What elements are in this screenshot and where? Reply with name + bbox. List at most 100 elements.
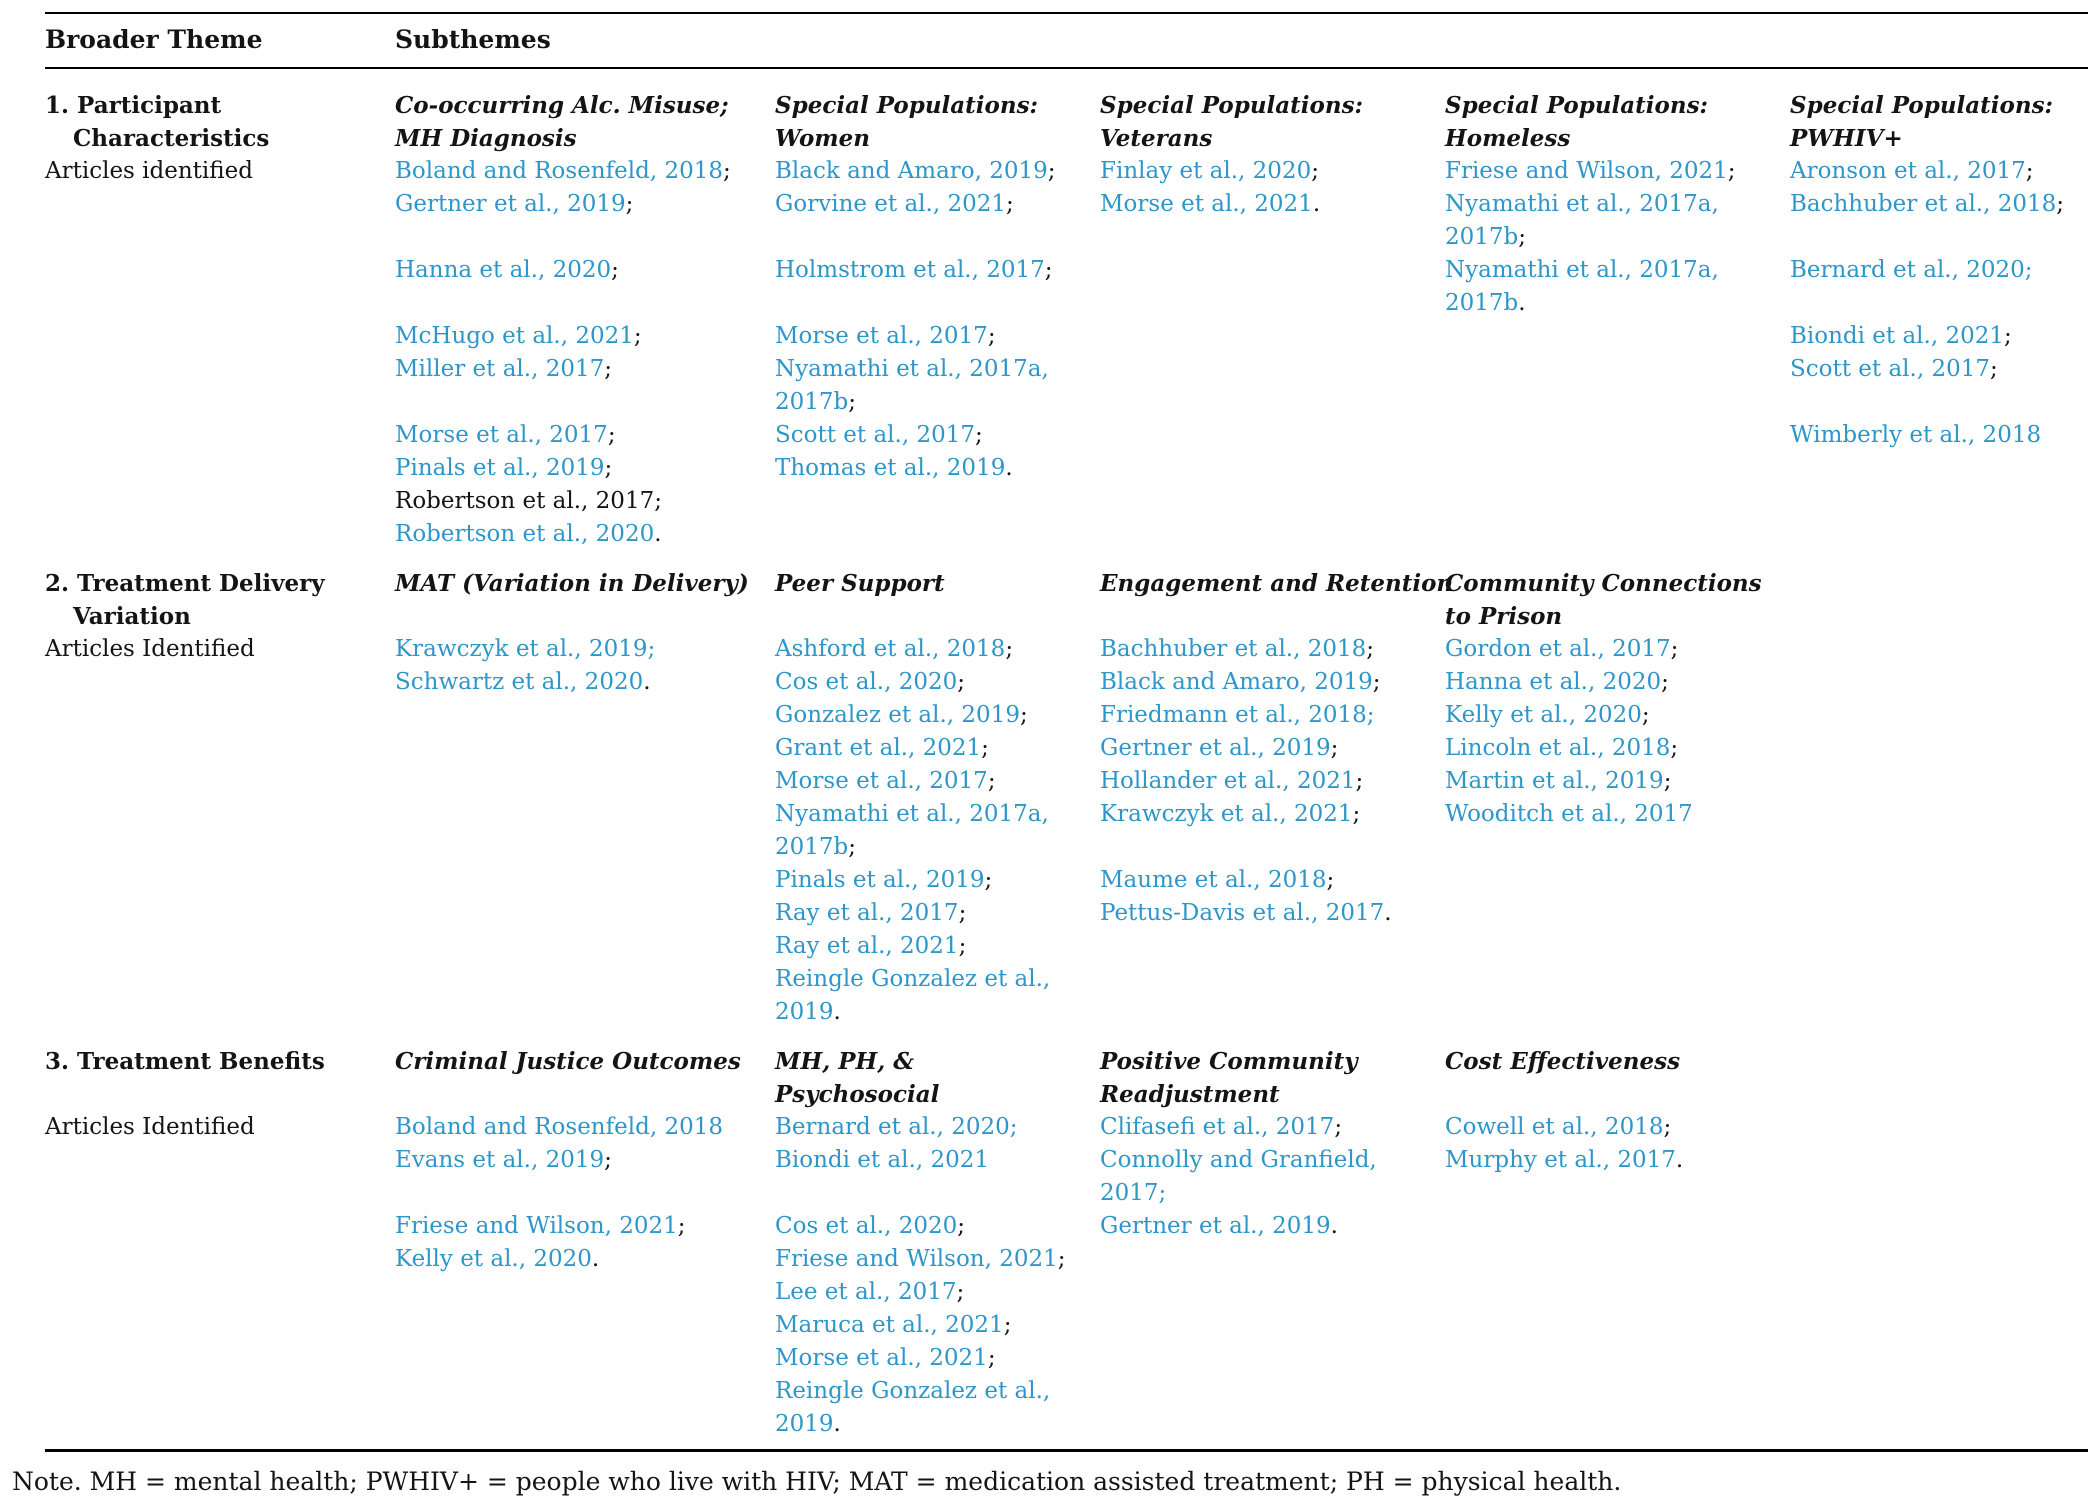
citation-link[interactable]: Friese and Wilson, 2021 <box>775 1246 1058 1272</box>
citation-link[interactable]: Maume et al., 2018 <box>1100 867 1327 893</box>
citation-link[interactable]: Morse et al., 2021 <box>1100 191 1313 217</box>
citation-link[interactable]: Pinals et al., 2019 <box>395 455 605 481</box>
citation-link[interactable]: Holmstrom et al., 2017 <box>775 257 1045 283</box>
citation-link[interactable]: Gorvine et al., 2021 <box>775 191 1006 217</box>
citation-link[interactable]: Wooditch et al., 2017 <box>1445 801 1693 827</box>
citation-link[interactable]: Murphy et al., 2017 <box>1445 1147 1676 1173</box>
citation-link[interactable]: Maruca et al., 2021 <box>775 1312 1004 1338</box>
citation-punctuation: ; <box>1003 1312 1012 1338</box>
citation-link[interactable]: Morse et al., 2021 <box>775 1345 988 1371</box>
citation-link[interactable]: Krawczyk et al., 2021 <box>1100 801 1353 827</box>
citation-link[interactable]: Schwartz et al., 2020 <box>395 669 644 695</box>
citation-link[interactable]: Biondi et al., 2021 <box>1790 323 2005 349</box>
citation-line: Ashford et al., 2018; <box>775 633 1074 666</box>
citation-link[interactable]: Martin et al., 2019 <box>1445 768 1664 794</box>
citation-link[interactable]: Wimberly et al., 2018 <box>1790 422 2042 448</box>
citation-link[interactable]: Morse et al., 2017 <box>775 323 988 349</box>
citation-link[interactable]: Hanna et al., 2020 <box>1445 669 1662 695</box>
citation-link[interactable]: Gordon et al., 2017 <box>1445 636 1671 662</box>
blank-line <box>1100 600 1419 633</box>
citation-line: Morse et al., 2017; <box>775 765 1074 798</box>
citation-link[interactable]: Gertner et al., 2019 <box>1100 1213 1331 1239</box>
citation-link[interactable]: Gertner et al., 2019 <box>1100 735 1331 761</box>
citation-link[interactable]: Bachhuber et al., 2018 <box>1790 191 2057 217</box>
citation-link[interactable]: Scott et al., 2017 <box>775 422 975 448</box>
citation-punctuation: ; <box>974 422 983 448</box>
citation-punctuation: ; <box>1005 636 1014 662</box>
subtheme-title: Special Populations: <box>1100 92 1364 119</box>
citation-punctuation: ; <box>981 735 989 761</box>
citation-link[interactable]: Biondi et al., 2021 <box>775 1147 990 1173</box>
citation-link[interactable]: Pinals et al., 2019 <box>775 867 985 893</box>
citation-link[interactable]: Krawczyk et al., 2019; <box>395 636 656 662</box>
citation-link[interactable]: Connolly and Granfield, 2017; <box>1100 1147 1377 1206</box>
citation-link[interactable]: Nyamathi et al., 2017a, 2017b <box>1445 257 1719 316</box>
citation-link[interactable]: Reingle Gonzalez et al., 2019 <box>775 1378 1051 1437</box>
table-row: 2. Treatment Delivery Variation Articles I… <box>45 567 2088 1029</box>
citation-link[interactable]: Lincoln et al., 2018 <box>1445 735 1671 761</box>
citation-punctuation: ; <box>1372 669 1381 695</box>
citation-punctuation: ; <box>1366 636 1375 662</box>
citation-link[interactable]: Boland and Rosenfeld, 2018 <box>395 158 723 184</box>
citation-punctuation: ; <box>957 1213 966 1239</box>
citation-line: Nyamathi et al., 2017a, 2017b. <box>1445 254 1764 320</box>
citation-link[interactable]: Aronson et al., 2017 <box>1790 158 2026 184</box>
citation-link[interactable]: Ashford et al., 2018 <box>775 636 1006 662</box>
citation-link[interactable]: Bachhuber et al., 2018 <box>1100 636 1367 662</box>
citation-link[interactable]: Cowell et al., 2018 <box>1445 1114 1664 1140</box>
citation-link[interactable]: Gertner et al., 2019 <box>395 191 626 217</box>
subtheme-title: Community Connections <box>1445 570 1762 597</box>
citation-punctuation: . <box>1005 455 1013 481</box>
citation-link[interactable]: Miller et al., 2017 <box>395 356 605 382</box>
citation-link[interactable]: Bernard et al., 2020; <box>1790 257 2033 283</box>
citation-link[interactable]: Bernard et al., 2020; <box>775 1114 1018 1140</box>
citation-link[interactable]: Robertson et al., 2020 <box>395 521 655 547</box>
citation-link[interactable]: Reingle Gonzalez et al., 2019 <box>775 966 1051 1025</box>
citation-punctuation: ; <box>1330 735 1339 761</box>
citation-link[interactable]: Ray et al., 2017 <box>775 900 959 926</box>
citation-link[interactable]: Gonzalez et al., 2019 <box>775 702 1020 728</box>
citation-link[interactable]: Cos et al., 2020 <box>775 669 958 695</box>
citation-link[interactable]: Kelly et al., 2020 <box>1445 702 1642 728</box>
citation-link[interactable]: Nyamathi et al., 2017a, 2017b <box>775 356 1049 415</box>
citation-link[interactable]: Grant et al., 2021 <box>775 735 982 761</box>
citation-link[interactable]: Lee et al., 2017 <box>775 1279 957 1305</box>
citation-link[interactable]: Scott et al., 2017 <box>1790 356 1990 382</box>
citation-link[interactable]: Thomas et al., 2019 <box>775 455 1006 481</box>
blank-line <box>395 1078 749 1111</box>
citation-link[interactable]: Morse et al., 2017 <box>395 422 608 448</box>
citation-link[interactable]: Evans et al., 2019 <box>395 1147 605 1173</box>
citation-link[interactable]: Morse et al., 2017 <box>775 768 988 794</box>
citation-link[interactable]: Hollander et al., 2021 <box>1100 768 1356 794</box>
citation-line: Cos et al., 2020; <box>775 1210 1074 1243</box>
citation-link[interactable]: Boland and Rosenfeld, 2018 <box>395 1114 723 1140</box>
citation-punctuation: ; <box>625 191 634 217</box>
citation-link[interactable]: Clifasefi et al., 2017 <box>1100 1114 1335 1140</box>
citation-link[interactable]: Friedmann et al., 2018; <box>1100 702 1375 728</box>
citation-link[interactable]: Friese and Wilson, 2021 <box>395 1213 678 1239</box>
citation-link[interactable]: Finlay et al., 2020 <box>1100 158 1312 184</box>
citation-link[interactable]: Kelly et al., 2020 <box>395 1246 592 1272</box>
citation-link[interactable]: Pettus-Davis et al., 2017 <box>1100 900 1385 926</box>
citation-link[interactable]: Friese and Wilson, 2021 <box>1445 158 1728 184</box>
citation-link[interactable]: Cos et al., 2020 <box>775 1213 958 1239</box>
citation-line: Black and Amaro, 2019; <box>775 155 1074 188</box>
citation-link[interactable]: Nyamathi et al., 2017a, 2017b <box>775 801 1049 860</box>
blank-line <box>775 287 1074 320</box>
blank-line <box>775 1177 1074 1210</box>
header-subthemes: Subthemes <box>395 25 551 54</box>
citation-link[interactable]: Black and Amaro, 2019 <box>775 158 1048 184</box>
subtheme-cell: Engagement and Retention Bachhuber et al.… <box>1100 567 1453 1029</box>
subtheme-cell: MH, PH, & Psychosocial Bernard et al., 202… <box>775 1045 1100 1441</box>
subtheme-cell: Positive Community Readjustment Clifasefi … <box>1100 1045 1445 1441</box>
citation-link[interactable]: Black and Amaro, 2019 <box>1100 669 1373 695</box>
citation-link[interactable]: Ray et al., 2021 <box>775 933 959 959</box>
citation-link[interactable]: McHugo et al., 2021 <box>395 323 634 349</box>
citation-line: Gertner et al., 2019. <box>1100 1210 1419 1243</box>
broader-theme-cell: 2. Treatment Delivery Variation Articles I… <box>45 567 395 1029</box>
articles-label: Articles Identified <box>45 1114 255 1140</box>
citation-punctuation: . <box>1330 1213 1338 1239</box>
citation-punctuation: . <box>833 999 841 1025</box>
citation-link[interactable]: Hanna et al., 2020 <box>395 257 612 283</box>
citation-link[interactable]: Nyamathi et al., 2017a, 2017b <box>1445 191 1719 250</box>
